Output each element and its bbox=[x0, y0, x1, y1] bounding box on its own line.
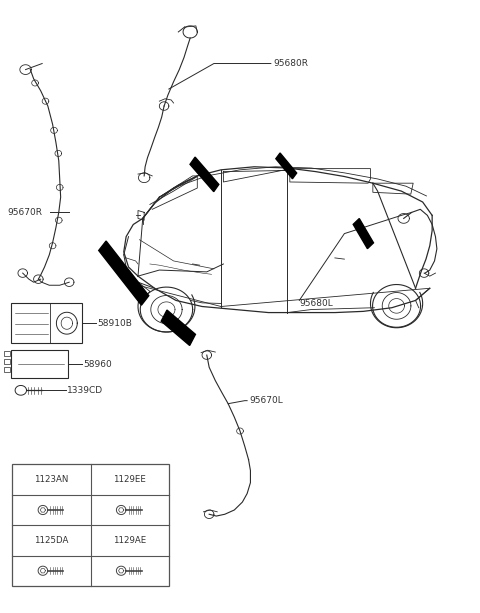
Bar bbox=[12, 350, 68, 378]
Text: 95670R: 95670R bbox=[8, 208, 43, 217]
Text: 95680R: 95680R bbox=[273, 59, 308, 68]
Polygon shape bbox=[161, 310, 195, 346]
Text: 1129EE: 1129EE bbox=[113, 475, 146, 484]
Text: 1123AN: 1123AN bbox=[34, 475, 69, 484]
Text: 95670L: 95670L bbox=[250, 396, 283, 405]
Bar bbox=[4, 367, 10, 372]
Text: 1339CD: 1339CD bbox=[67, 386, 103, 395]
Text: 1125DA: 1125DA bbox=[34, 536, 69, 545]
Text: 58960: 58960 bbox=[84, 360, 112, 368]
Polygon shape bbox=[190, 157, 219, 192]
Text: 1129AE: 1129AE bbox=[113, 536, 146, 545]
Text: 95680L: 95680L bbox=[300, 299, 334, 308]
Polygon shape bbox=[99, 241, 149, 305]
Bar bbox=[4, 359, 10, 364]
Bar bbox=[12, 303, 83, 343]
Bar bbox=[12, 465, 169, 586]
Polygon shape bbox=[276, 153, 297, 179]
Polygon shape bbox=[353, 219, 373, 249]
Text: 58910B: 58910B bbox=[97, 319, 132, 328]
Bar bbox=[4, 351, 10, 356]
